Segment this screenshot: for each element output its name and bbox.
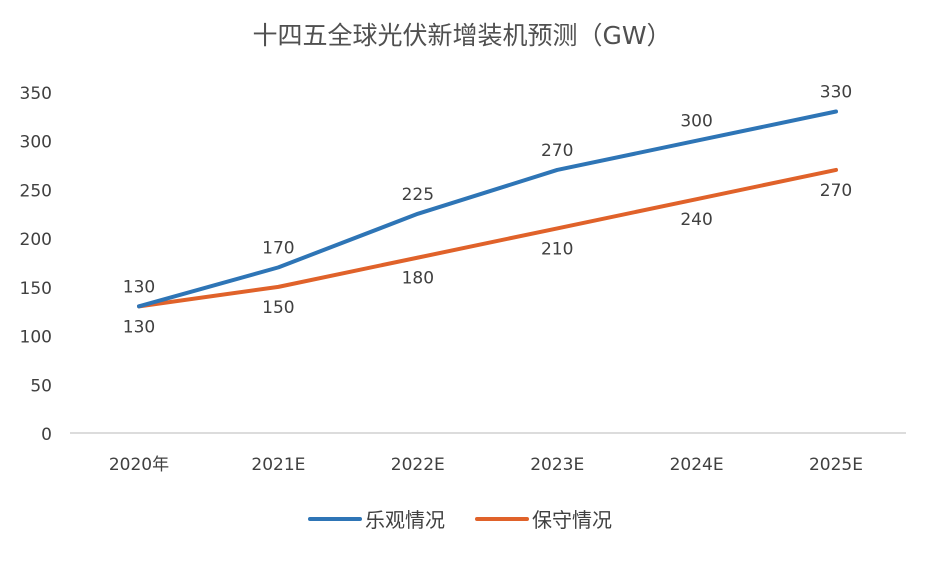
data-label: 210 xyxy=(541,239,573,259)
series-line xyxy=(137,167,838,309)
x-tick-label: 2023E xyxy=(530,455,584,475)
y-tick-label: 150 xyxy=(20,279,52,299)
x-tick-label: 2021E xyxy=(251,455,305,475)
data-label: 330 xyxy=(820,82,852,102)
legend-label: 保守情况 xyxy=(532,508,612,532)
legend-label: 乐观情况 xyxy=(365,508,445,532)
y-tick-label: 250 xyxy=(20,181,52,201)
x-tick-label: 2025E xyxy=(809,455,863,475)
y-tick-label: 0 xyxy=(41,425,52,445)
y-tick-label: 100 xyxy=(20,328,52,348)
data-label: 130 xyxy=(123,277,155,297)
y-tick-label: 350 xyxy=(20,84,52,104)
y-tick-label: 50 xyxy=(30,376,52,396)
x-tick-label: 2022E xyxy=(391,455,445,475)
data-label: 170 xyxy=(262,238,294,258)
data-label: 180 xyxy=(402,269,434,289)
data-label: 270 xyxy=(541,141,573,161)
y-tick-label: 300 xyxy=(20,133,52,153)
data-label: 300 xyxy=(680,112,712,132)
data-label: 270 xyxy=(820,181,852,201)
data-label: 130 xyxy=(123,317,155,337)
chart-title: 十四五全球光伏新增装机预测（GW） xyxy=(252,21,671,50)
series-line xyxy=(137,109,838,309)
x-tick-label: 2020年 xyxy=(109,455,169,475)
y-tick-label: 200 xyxy=(20,230,52,250)
data-label: 240 xyxy=(680,210,712,230)
x-tick-label: 2024E xyxy=(670,455,724,475)
data-label: 150 xyxy=(262,298,294,318)
data-label: 225 xyxy=(402,185,434,205)
